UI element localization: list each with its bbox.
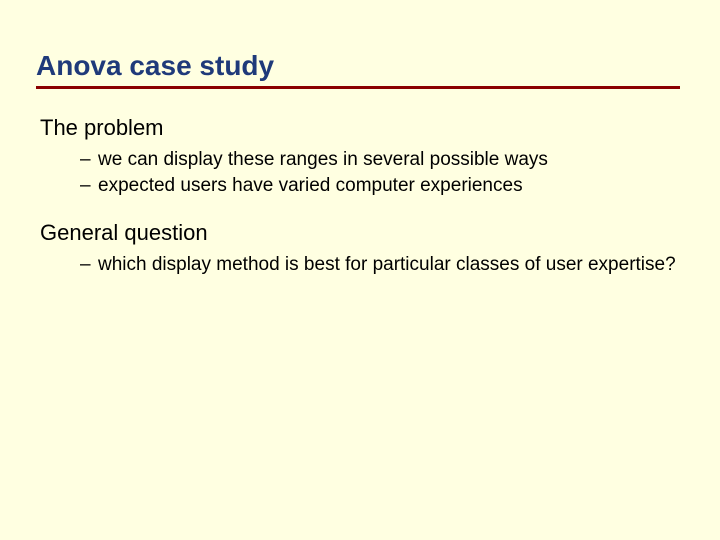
bullet-item: we can display these ranges in several p… [80, 147, 680, 173]
section-problem: The problem we can display these ranges … [40, 115, 680, 198]
slide-title: Anova case study [36, 50, 680, 89]
section-general-question: General question which display method is… [40, 220, 680, 278]
section-heading: General question [40, 220, 680, 246]
slide: Anova case study The problem we can disp… [0, 0, 720, 540]
bullet-item: expected users have varied computer expe… [80, 173, 680, 199]
title-wrap: Anova case study [36, 50, 680, 89]
bullet-list: we can display these ranges in several p… [40, 147, 680, 198]
bullet-list: which display method is best for particu… [40, 252, 680, 278]
bullet-item: which display method is best for particu… [80, 252, 680, 278]
section-heading: The problem [40, 115, 680, 141]
